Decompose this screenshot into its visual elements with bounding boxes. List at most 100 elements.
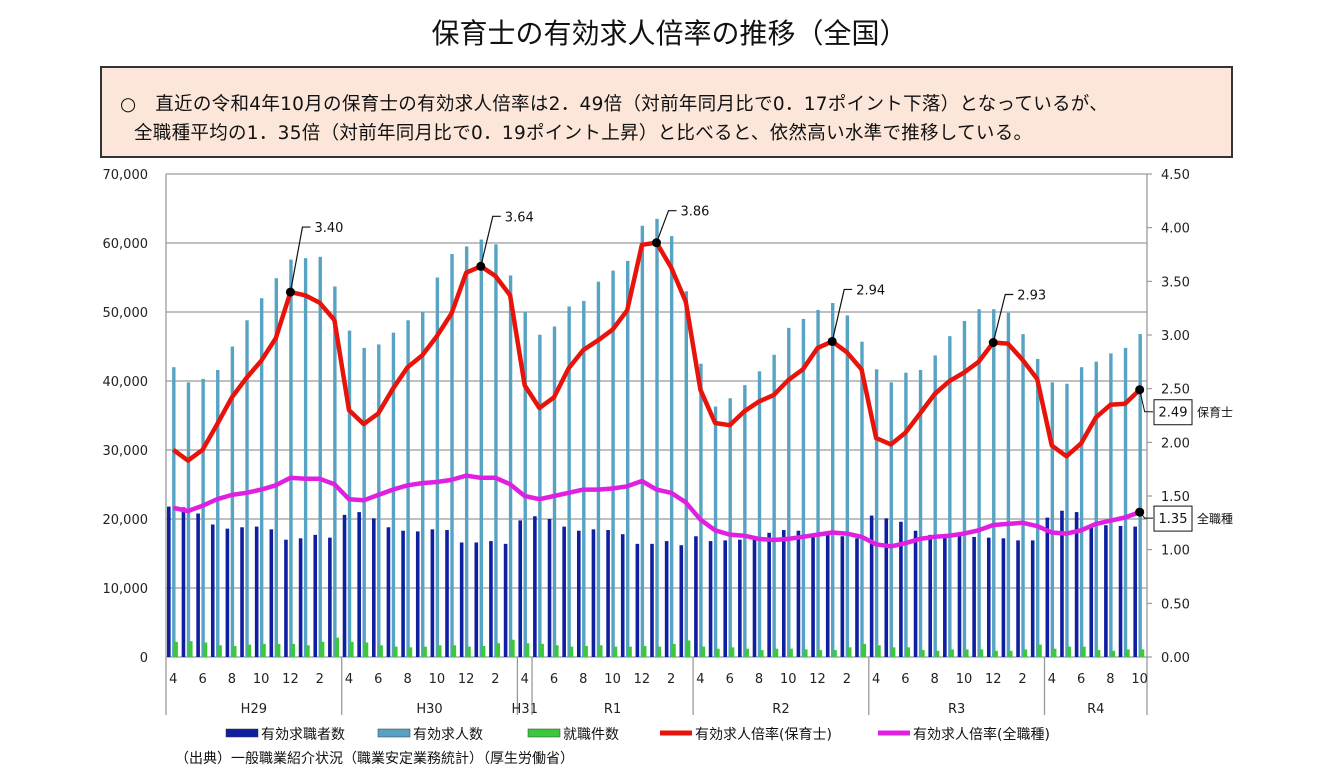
legend-swatch	[225, 728, 259, 738]
bar-job-openings	[757, 371, 762, 657]
bar-placements	[554, 645, 559, 657]
annotation-dot	[827, 336, 837, 346]
bar-placements	[876, 645, 881, 657]
bar-job-openings	[904, 372, 908, 657]
legend-label: 有効求職者数	[261, 727, 345, 743]
bar-job-seekers	[489, 541, 493, 657]
x-tick-label: 4	[696, 672, 704, 687]
end-label-value: 2.49	[1159, 406, 1188, 421]
bar-placements	[364, 642, 369, 657]
bar-placements	[656, 646, 662, 657]
bar-job-openings	[245, 320, 249, 657]
bar-job-openings	[1079, 367, 1084, 657]
bar-job-seekers	[738, 539, 742, 657]
x-group-label: R3	[948, 702, 965, 717]
bar-job-openings	[172, 367, 176, 657]
bar-placements	[320, 641, 325, 657]
bar-job-seekers	[723, 540, 728, 657]
summary-line-1: ○ 直近の令和4年10月の保育士の有効求人倍率は2．49倍（対前年同月比で0．1…	[120, 94, 1109, 115]
x-tick-label: 10	[780, 672, 797, 687]
bar-job-openings	[918, 369, 923, 657]
annotation-dot	[285, 287, 295, 297]
bar-placements	[774, 648, 779, 657]
legend-label: 就職件数	[563, 727, 619, 743]
annotation-label: 3.86	[681, 205, 710, 220]
bar-job-seekers	[869, 515, 874, 657]
bar-job-openings	[333, 286, 337, 657]
annotation-leader	[655, 210, 677, 243]
right-axis-tick-label: 1.00	[1161, 544, 1190, 559]
x-tick-label: 8	[228, 672, 236, 687]
end-label-dot	[1135, 507, 1145, 517]
bar-job-seekers	[284, 539, 288, 657]
bar-job-openings	[186, 382, 191, 657]
bar-job-seekers	[664, 541, 669, 657]
bar-job-seekers	[1001, 538, 1006, 657]
bar-job-seekers	[650, 543, 654, 657]
bar-job-openings	[289, 259, 293, 657]
bar-job-seekers	[503, 543, 508, 657]
left-axis-tick-label: 10,000	[103, 582, 149, 597]
bar-placements	[569, 646, 574, 657]
end-label-name: 全職種	[1197, 511, 1233, 526]
bar-job-seekers	[986, 537, 991, 657]
x-tick-label: 2	[491, 672, 499, 687]
x-tick-label: 6	[726, 672, 734, 687]
bar-placements	[349, 641, 354, 657]
bar-job-seekers	[474, 542, 479, 657]
x-tick-label: 4	[521, 672, 529, 687]
bar-placements	[1110, 650, 1115, 657]
bar-placements	[583, 645, 588, 657]
end-label-value: 1.35	[1159, 512, 1188, 527]
bar-placements	[759, 650, 764, 657]
bar-placements	[993, 650, 998, 657]
bar-job-openings	[743, 385, 747, 657]
x-tick-label: 2	[843, 672, 851, 687]
bar-job-openings	[948, 336, 952, 657]
bar-job-openings	[347, 330, 352, 657]
bar-job-seekers	[708, 541, 713, 657]
bar-placements	[744, 648, 749, 657]
bar-job-openings	[216, 369, 220, 657]
bar-job-openings	[1006, 312, 1011, 657]
right-axis-tick-label: 4.50	[1161, 168, 1190, 183]
bar-job-seekers	[840, 536, 845, 657]
bar-job-seekers	[620, 534, 625, 657]
bar-job-seekers	[899, 521, 903, 657]
x-tick-label: 12	[985, 672, 1002, 687]
left-axis-tick-label: 60,000	[103, 237, 149, 252]
bar-placements	[305, 645, 310, 657]
bar-job-openings	[874, 369, 879, 657]
bar-placements	[964, 649, 969, 657]
bar-job-openings	[1109, 353, 1113, 657]
bar-job-openings	[201, 378, 205, 657]
bar-job-openings	[303, 258, 308, 657]
bar-job-seekers	[240, 527, 244, 657]
bar-job-openings	[787, 327, 791, 657]
bar-job-seekers	[576, 530, 581, 657]
bar-placements	[393, 646, 398, 657]
x-tick-label: 6	[1077, 672, 1085, 687]
bar-job-seekers	[796, 530, 801, 657]
line-all-jobs-ratio	[172, 473, 1141, 549]
x-tick-label: 6	[374, 672, 382, 687]
bar-placements	[1052, 648, 1057, 657]
x-tick-label: 8	[579, 672, 587, 687]
annotation-leader	[480, 215, 501, 267]
bar-job-openings	[230, 346, 235, 657]
x-tick-label: 4	[169, 672, 177, 687]
x-tick-label: 10	[253, 672, 270, 687]
x-group-label: R1	[604, 702, 621, 717]
bar-job-openings	[552, 326, 557, 657]
x-group-label: R2	[772, 702, 789, 717]
bar-placements	[334, 637, 339, 657]
bar-job-seekers	[196, 513, 200, 657]
bar-job-openings	[274, 278, 279, 657]
bar-placements	[832, 650, 837, 657]
bar-job-seekers	[635, 543, 640, 657]
bar-job-seekers	[167, 506, 171, 657]
bar-job-openings	[816, 309, 820, 657]
bar-placements	[539, 643, 544, 657]
bar-job-seekers	[1104, 525, 1108, 657]
